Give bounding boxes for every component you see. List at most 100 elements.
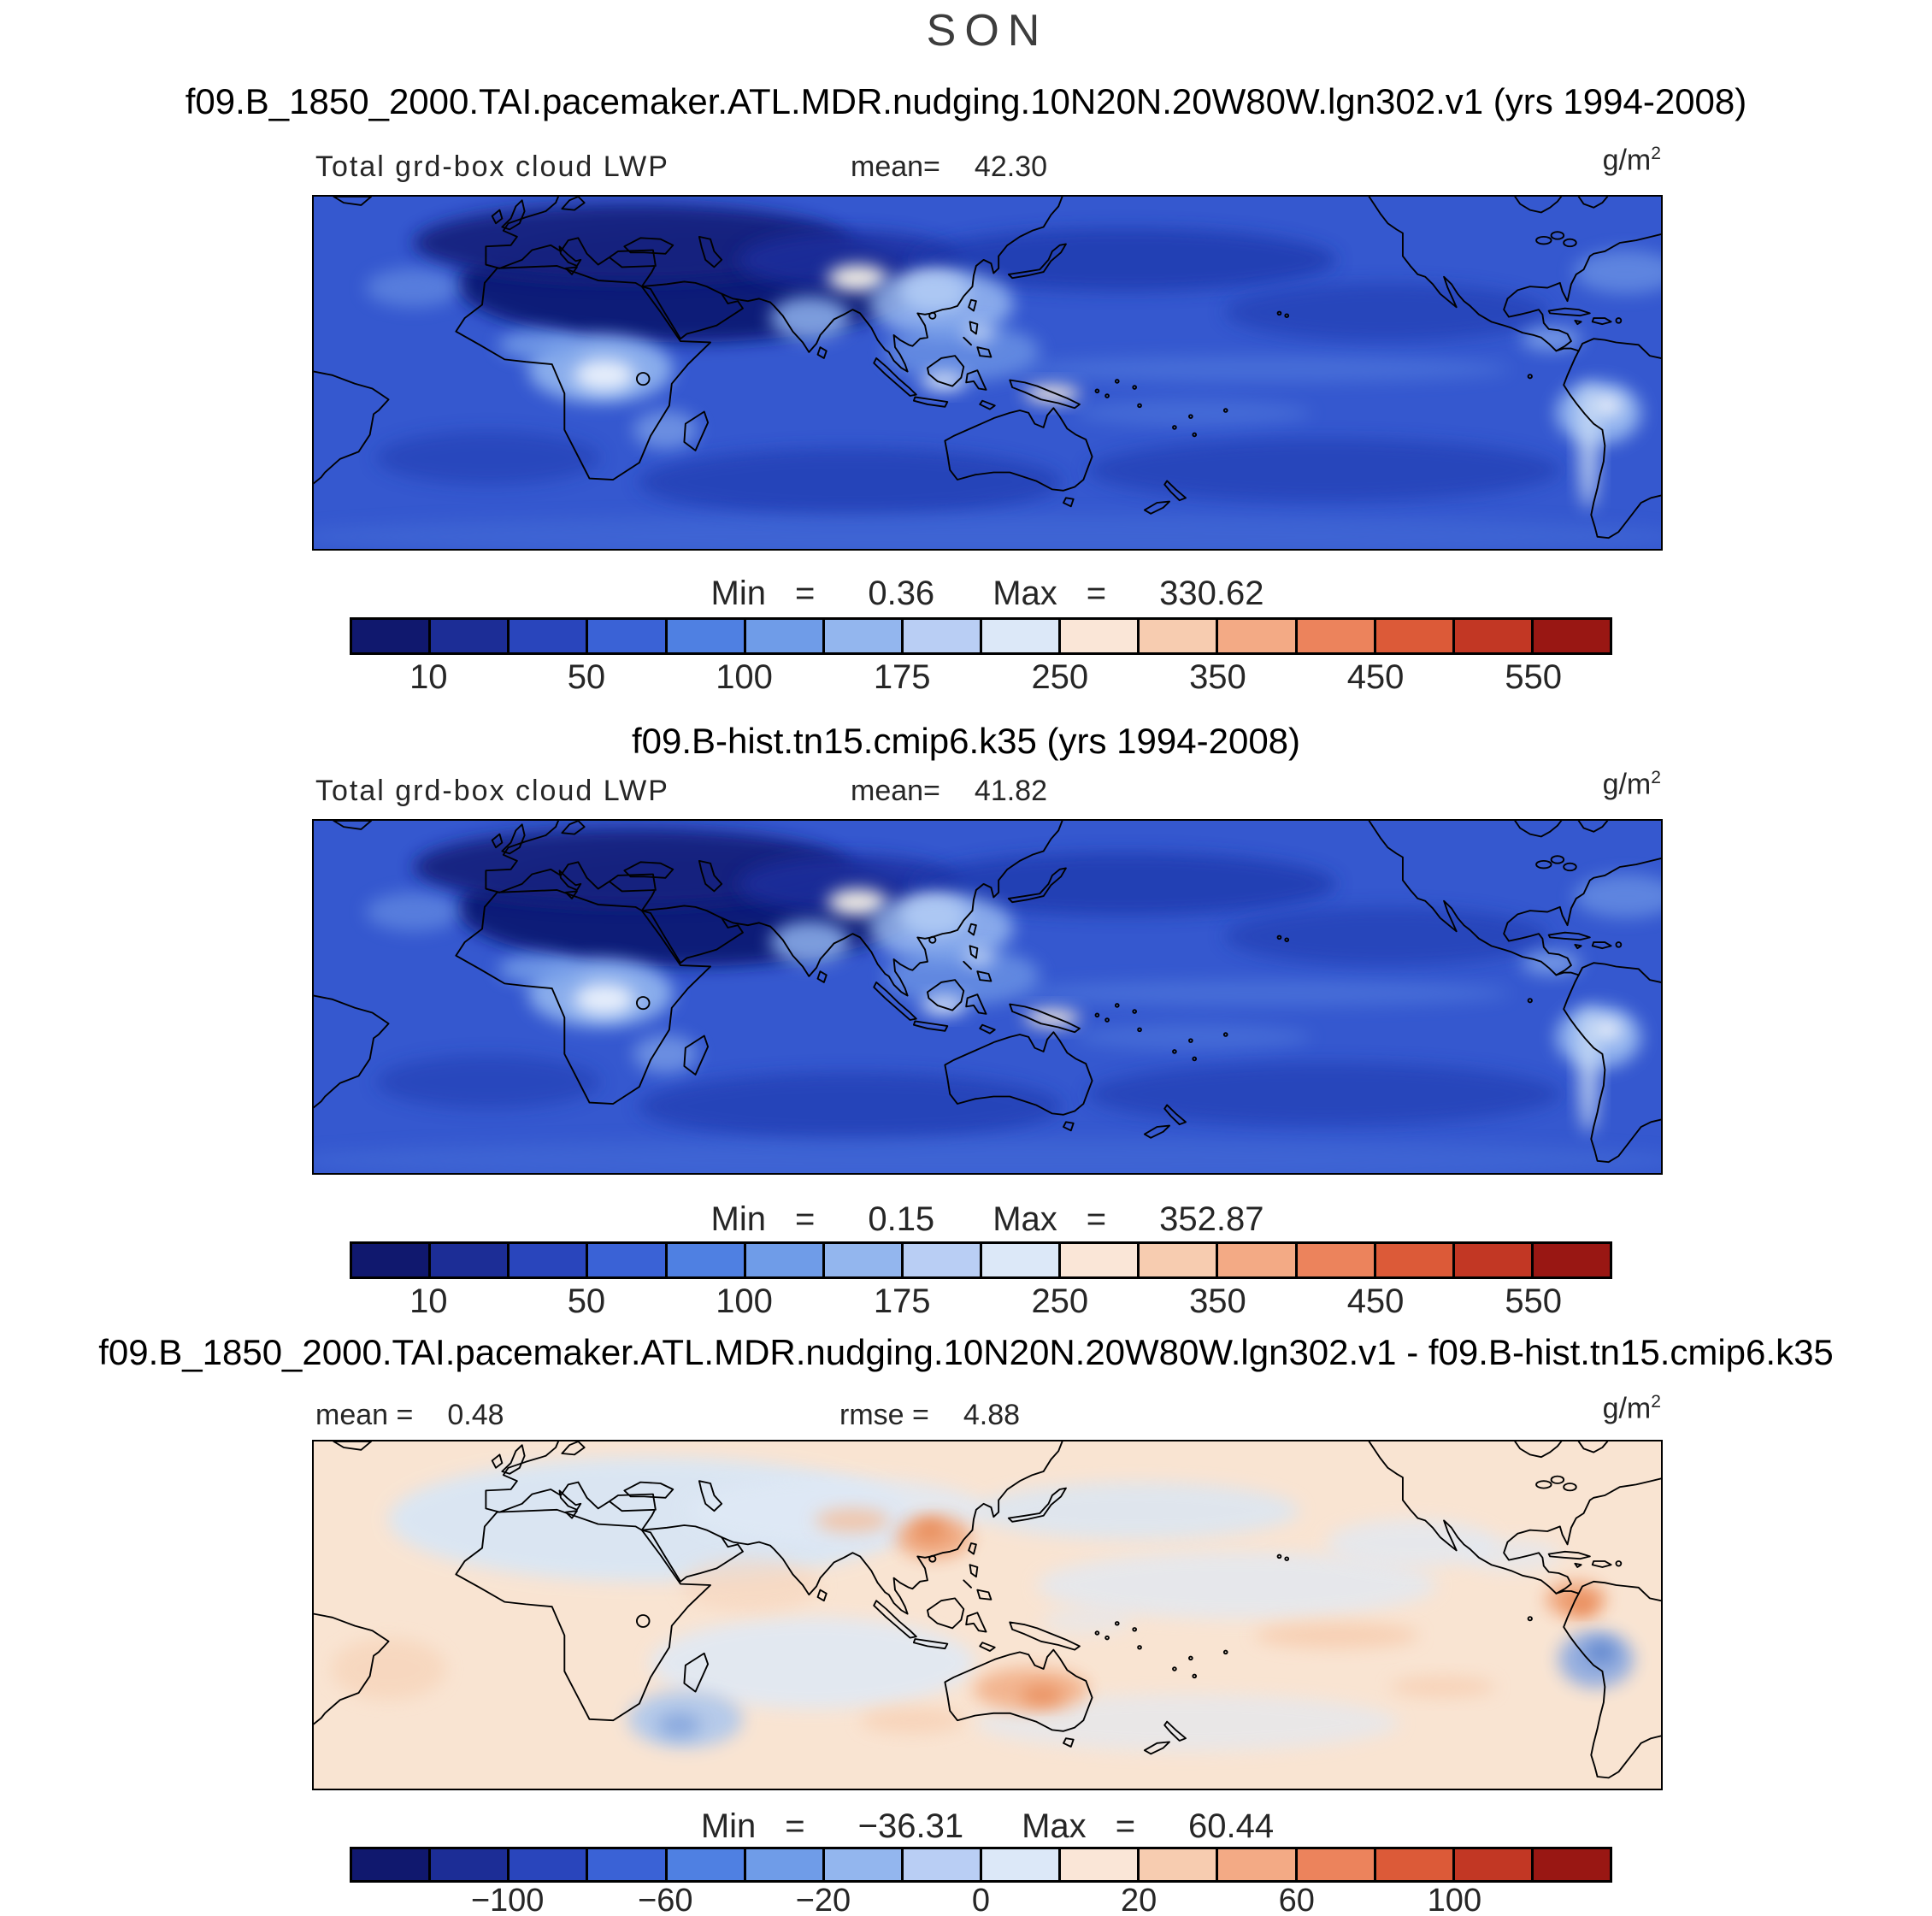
colorbar-cell [1297, 620, 1376, 652]
colorbar-cell [1454, 620, 1534, 652]
max-value: 352.87 [1159, 1200, 1264, 1238]
colorbar-tick-label: 250 [1031, 658, 1089, 696]
mean-label: mean = [315, 1399, 414, 1431]
panel3-colorbar-ticks: −100 −60 −20 0 20 60 100 [350, 1883, 1612, 1916]
colorbar-tick-label: 20 [1120, 1883, 1157, 1916]
panel2-field-label: Total grd-box cloud LWP [315, 775, 669, 807]
colorbar-cell [510, 1244, 589, 1276]
colorbar-tick-label: 350 [1189, 1282, 1246, 1320]
panel3-map [312, 1440, 1663, 1790]
colorbar-cell [982, 1244, 1062, 1276]
panel1-header: Total grd-box cloud LWP mean= 42.30 g/m2 [312, 144, 1663, 190]
colorbar-cell [431, 1849, 510, 1880]
units-base: g/m [1602, 144, 1652, 177]
max-value: 330.62 [1159, 575, 1264, 612]
equals-sign: = [1086, 1200, 1107, 1238]
colorbar-tick-label: 450 [1346, 1282, 1405, 1320]
colorbar-cell [431, 620, 510, 652]
colorbar-cell [1061, 1849, 1140, 1880]
colorbar-cell [1140, 620, 1219, 652]
colorbar-cell [903, 1244, 982, 1276]
colorbar-cell [1533, 620, 1610, 652]
panel3-title: f09.B_1850_2000.TAI.pacemaker.ATL.MDR.nu… [98, 1332, 1834, 1372]
panel1-title: f09.B_1850_2000.TAI.pacemaker.ATL.MDR.nu… [185, 81, 1747, 121]
colorbar-cell [1375, 1849, 1455, 1880]
units-base: g/m [1602, 768, 1652, 801]
colorbar-tick-label: 350 [1189, 658, 1246, 696]
colorbar-cell [824, 1849, 904, 1880]
colorbar-cell [824, 620, 904, 652]
max-label: Max [1022, 1807, 1087, 1845]
panel1-colorbar-ticks: 10 50 100 175 250 350 450 550 [350, 658, 1612, 698]
colorbar-cell [1140, 1849, 1219, 1880]
panel2-title: f09.B-hist.tn15.cmip6.k35 (yrs 1994-2008… [631, 721, 1301, 761]
panel3-minmax: Min = −36.31 Max = 60.44 [312, 1807, 1663, 1846]
min-label: Min [710, 1200, 766, 1238]
panel3-colorbar [350, 1847, 1612, 1883]
panel1-units: g/m2 [1603, 144, 1661, 177]
colorbar-cell [1218, 1244, 1298, 1276]
max-label: Max [993, 1200, 1057, 1238]
panel1-colorbar [350, 617, 1612, 655]
units-exponent: 2 [1651, 1392, 1661, 1412]
equals-sign: = [794, 1200, 816, 1238]
colorbar-cell [824, 1244, 904, 1276]
equals-sign: = [794, 575, 816, 612]
colorbar-cell [1218, 1849, 1298, 1880]
colorbar-cell [1297, 1244, 1376, 1276]
mean-label: mean= [851, 150, 940, 183]
mean-value: 42.30 [974, 150, 1047, 183]
colorbar-cell [1061, 1244, 1140, 1276]
colorbar-tick-label: 50 [567, 1282, 606, 1320]
rmse-value: 4.88 [963, 1399, 1021, 1431]
colorbar-cell [667, 1849, 746, 1880]
panel2-mean: mean= 41.82 [851, 775, 1047, 808]
equals-sign: = [785, 1807, 805, 1845]
colorbar-cell [1454, 1244, 1534, 1276]
colorbar-cell [352, 1244, 432, 1276]
colorbar-cell [431, 1244, 510, 1276]
min-label: Min [710, 575, 766, 612]
mean-value: 0.48 [447, 1399, 504, 1431]
mean-value: 41.82 [974, 775, 1047, 807]
colorbar-cell [1140, 1244, 1219, 1276]
colorbar-tick-label: 250 [1031, 1282, 1089, 1320]
panel2-map [312, 819, 1663, 1175]
min-value: 0.36 [868, 575, 935, 612]
panel2-minmax: Min = 0.15 Max = 352.87 [312, 1200, 1663, 1239]
colorbar-cell [588, 1244, 668, 1276]
panel1-mean: mean= 42.30 [851, 150, 1047, 184]
panel2-units: g/m2 [1603, 768, 1661, 801]
panel3-header: mean = 0.48 rmse = 4.88 g/m2 [312, 1392, 1663, 1438]
season-title: SON [926, 6, 1049, 56]
colorbar-cell [903, 620, 982, 652]
panel1-field-label: Total grd-box cloud LWP [315, 150, 669, 183]
panel2-header: Total grd-box cloud LWP mean= 41.82 g/m2 [312, 768, 1663, 814]
colorbar-cell [1375, 620, 1455, 652]
colorbar-cell [588, 620, 668, 652]
colorbar-cell [1375, 1244, 1455, 1276]
colorbar-cell [745, 1849, 825, 1880]
colorbar-cell [1297, 1849, 1376, 1880]
colorbar-tick-label: 175 [873, 1282, 931, 1320]
colorbar-cell [588, 1849, 668, 1880]
colorbar-cell [982, 620, 1062, 652]
panel1-minmax: Min = 0.36 Max = 330.62 [312, 575, 1663, 613]
panel3-mean: mean = 0.48 [315, 1399, 504, 1432]
min-value: −36.31 [857, 1807, 964, 1845]
colorbar-tick-label: 175 [873, 658, 931, 696]
colorbar-cell [1218, 620, 1298, 652]
equals-sign: = [1086, 575, 1107, 612]
colorbar-cell [745, 1244, 825, 1276]
colorbar-tick-label: 50 [567, 658, 606, 696]
max-label: Max [993, 575, 1057, 612]
colorbar-cell [1533, 1244, 1610, 1276]
max-value: 60.44 [1188, 1807, 1275, 1845]
mean-label: mean= [851, 775, 940, 807]
units-exponent: 2 [1651, 768, 1661, 787]
colorbar-cell [745, 620, 825, 652]
equals-sign: = [1115, 1807, 1136, 1845]
colorbar-tick-label: 60 [1278, 1883, 1315, 1916]
panel3-rmse: rmse = 4.88 [839, 1399, 1020, 1432]
colorbar-tick-label: 100 [716, 1282, 773, 1320]
